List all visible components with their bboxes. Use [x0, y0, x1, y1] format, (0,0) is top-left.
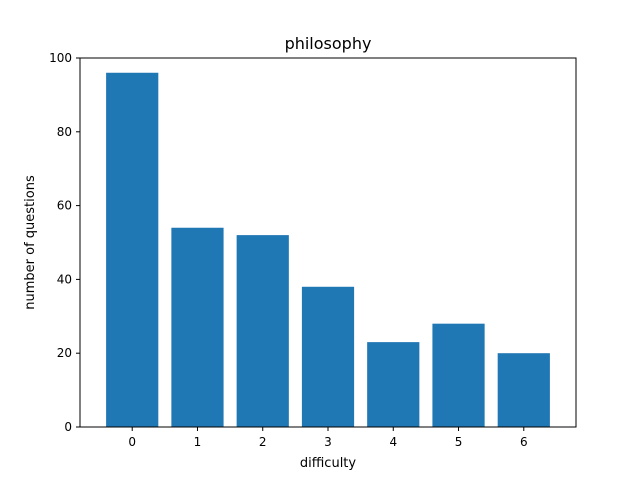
- y-axis-ticks: 0 20 40 60 80 100: [49, 51, 80, 434]
- y-tick-label-20: 20: [57, 346, 72, 360]
- bar-1: [171, 227, 224, 427]
- y-tick-label-80: 80: [57, 125, 72, 139]
- bars-group: [106, 72, 550, 427]
- y-axis-label: number of questions: [23, 175, 38, 310]
- x-tick-label-3: 3: [324, 435, 332, 449]
- x-tick-label-4: 4: [389, 435, 397, 449]
- x-axis-label: difficulty: [300, 456, 357, 471]
- y-tick-label-100: 100: [49, 51, 72, 65]
- bar-5: [432, 323, 485, 427]
- y-tick-label-0: 0: [64, 420, 72, 434]
- bar-6: [497, 353, 550, 427]
- bar-4: [367, 342, 420, 427]
- bar-2: [236, 235, 289, 427]
- x-tick-label-1: 1: [194, 435, 202, 449]
- plot-frame: [79, 57, 577, 428]
- x-tick-label-6: 6: [520, 435, 528, 449]
- x-tick-label-5: 5: [455, 435, 463, 449]
- chart-title: philosophy: [285, 34, 372, 53]
- x-tick-label-2: 2: [259, 435, 267, 449]
- x-tick-label-0: 0: [128, 435, 136, 449]
- bar-0: [106, 72, 159, 427]
- bar-3: [301, 286, 355, 427]
- y-tick-label-40: 40: [57, 272, 72, 286]
- x-axis-ticks: 0 1 2 3 4 5 6: [128, 427, 528, 449]
- y-tick-label-60: 60: [57, 199, 72, 213]
